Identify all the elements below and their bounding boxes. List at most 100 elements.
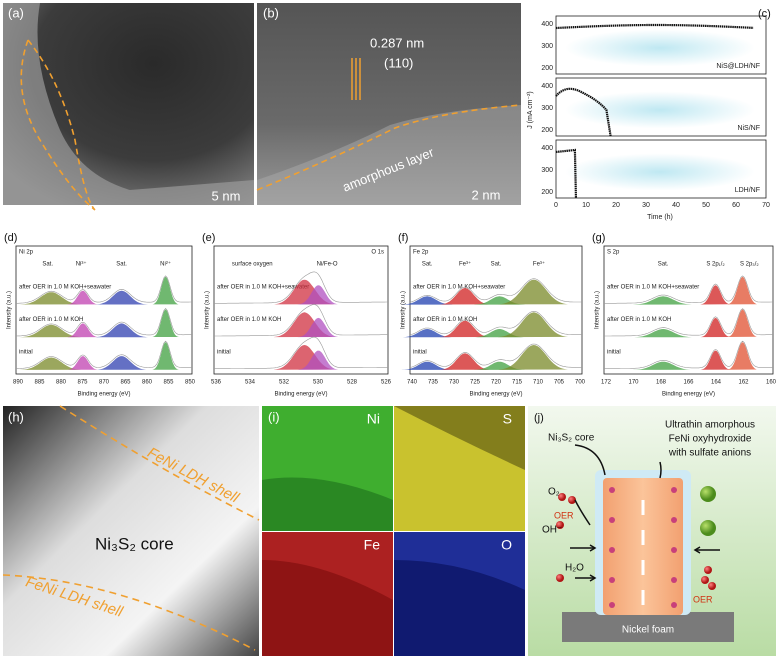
scale-text: 2 nm <box>472 187 501 202</box>
panel-h: (h) FeNi LDH shell Ni₃S₂ core FeNi LDH s… <box>2 405 260 656</box>
glow <box>565 91 755 129</box>
x-tick-label: 720 <box>491 380 502 386</box>
x-tick-label: 865 <box>120 380 131 386</box>
x-tick-label: 710 <box>533 380 544 386</box>
x-tick-label: 162 <box>738 380 749 386</box>
arrows <box>570 444 720 582</box>
envelope <box>604 308 773 337</box>
x-tick-label: 530 <box>313 380 324 386</box>
x-tick-label: 70 <box>762 202 770 209</box>
peak-fill <box>632 329 692 338</box>
panel-label: (b) <box>263 5 279 20</box>
peak-fill <box>95 290 148 305</box>
envelope <box>214 304 388 337</box>
core-rod <box>603 478 683 615</box>
trace-label: initial <box>413 350 427 356</box>
peak-fill <box>401 296 453 305</box>
spectrum-title: Fe 2p <box>413 250 429 256</box>
core-label: Ni₃S₂ core <box>95 534 174 553</box>
x-tick-label: 170 <box>628 380 639 386</box>
peak-fill <box>152 342 179 370</box>
shell-line: FeNi oxyhydroxide <box>669 434 752 445</box>
map-label: Ni <box>367 411 380 427</box>
x-tick-label: 860 <box>142 380 153 386</box>
trace-label: initial <box>19 350 33 356</box>
panel-a: (a) 5 nm <box>3 3 254 211</box>
o2-label: O₂ <box>548 487 560 498</box>
y-tick-label: 300 <box>541 105 553 112</box>
peak-fill <box>152 276 179 305</box>
peak-fill <box>67 356 98 370</box>
peak-fill <box>19 292 82 305</box>
map-shade <box>394 532 525 590</box>
peak-label: Sat. <box>658 262 669 268</box>
x-axis-label: Time (h) <box>647 214 673 221</box>
subplot-frame <box>555 77 767 137</box>
dots <box>609 487 677 608</box>
oh-label: OH⁻ <box>542 525 562 536</box>
map-shade <box>262 532 393 600</box>
peak-label: Ni/Fe-O <box>317 262 338 268</box>
peak-label: Ni²⁺ <box>160 261 171 268</box>
peak-fill <box>439 353 490 370</box>
x-tick-label: 10 <box>582 202 590 209</box>
peak-label: surface oxygen <box>232 262 273 268</box>
peak-fill <box>401 361 453 370</box>
trace-label: after OER in 1.0 M KOH+seawater <box>413 284 505 290</box>
peak-fill <box>727 342 757 370</box>
peak-label: Fe³⁺ <box>533 261 545 268</box>
trace-label: after OER in 1.0 M KOH+seawater <box>217 284 309 290</box>
xps-panels: (d)Ni 2p Intensity (a.u.) Binding energy (… <box>4 232 777 398</box>
x-tick-label: 885 <box>34 380 45 386</box>
y-tick-label: 200 <box>541 189 553 196</box>
envelope <box>214 336 388 369</box>
glow <box>565 153 755 191</box>
panel-label: (a) <box>8 5 24 20</box>
xps-f: (f) Fe 2p Intensity (a.u.) Binding energy (… <box>398 232 586 398</box>
peak-fill <box>297 350 339 370</box>
panel-label: (j) <box>534 412 544 424</box>
peak-fill <box>727 309 757 337</box>
x-tick-label: 164 <box>711 380 722 386</box>
peak-label: Sat. <box>491 262 502 268</box>
y-tick-label: 300 <box>541 167 553 174</box>
peak-label: Sat. <box>42 262 53 268</box>
trace <box>555 87 612 137</box>
x-tick-label: 730 <box>449 380 460 386</box>
trace-label: after OER in 1.0 M KOH <box>607 317 671 323</box>
envelope <box>214 271 388 304</box>
lattice-lines <box>351 58 361 100</box>
x-axis-label: Binding energy (eV) <box>469 392 522 398</box>
y-tick-label: 400 <box>541 21 553 28</box>
panel-label: (g) <box>592 232 605 244</box>
x-tick-label: 0 <box>554 202 558 209</box>
x-axis-label: Binding energy (eV) <box>662 392 715 398</box>
trace <box>555 23 754 30</box>
peak-fill <box>700 285 730 305</box>
y-axis-label: Intensity (a.u.) <box>7 291 13 329</box>
trace-label: after OER in 1.0 M KOH <box>217 317 281 323</box>
x-tick-label: 172 <box>601 380 612 386</box>
panel-label: (c) <box>758 8 771 20</box>
spectrum-title: S 2p <box>607 250 620 256</box>
x-tick-label: 735 <box>428 380 439 386</box>
peak-label: Sat. <box>116 262 127 268</box>
x-tick-label: 528 <box>347 380 358 386</box>
x-tick-label: 715 <box>512 380 523 386</box>
peak-fill <box>632 361 692 370</box>
y-tick-label: 400 <box>541 145 553 152</box>
y-tick-label: 200 <box>541 127 553 134</box>
x-tick-label: 168 <box>656 380 667 386</box>
peak-label: Ni³⁺ <box>76 261 87 268</box>
x-axis-label: Binding energy (eV) <box>77 392 130 398</box>
y-axis-label: Intensity (a.u.) <box>205 291 211 329</box>
envelope <box>604 340 773 369</box>
panel-j: (j) Ni₃S₂ core Ultrathin amorphous FeNi … <box>528 406 776 656</box>
x-tick-label: 880 <box>56 380 67 386</box>
map-label: S <box>503 411 512 427</box>
peak-fill <box>401 329 453 338</box>
peak-label: Fe³⁺ <box>459 261 471 268</box>
dashed-outline <box>20 39 96 211</box>
envelope <box>16 340 192 369</box>
